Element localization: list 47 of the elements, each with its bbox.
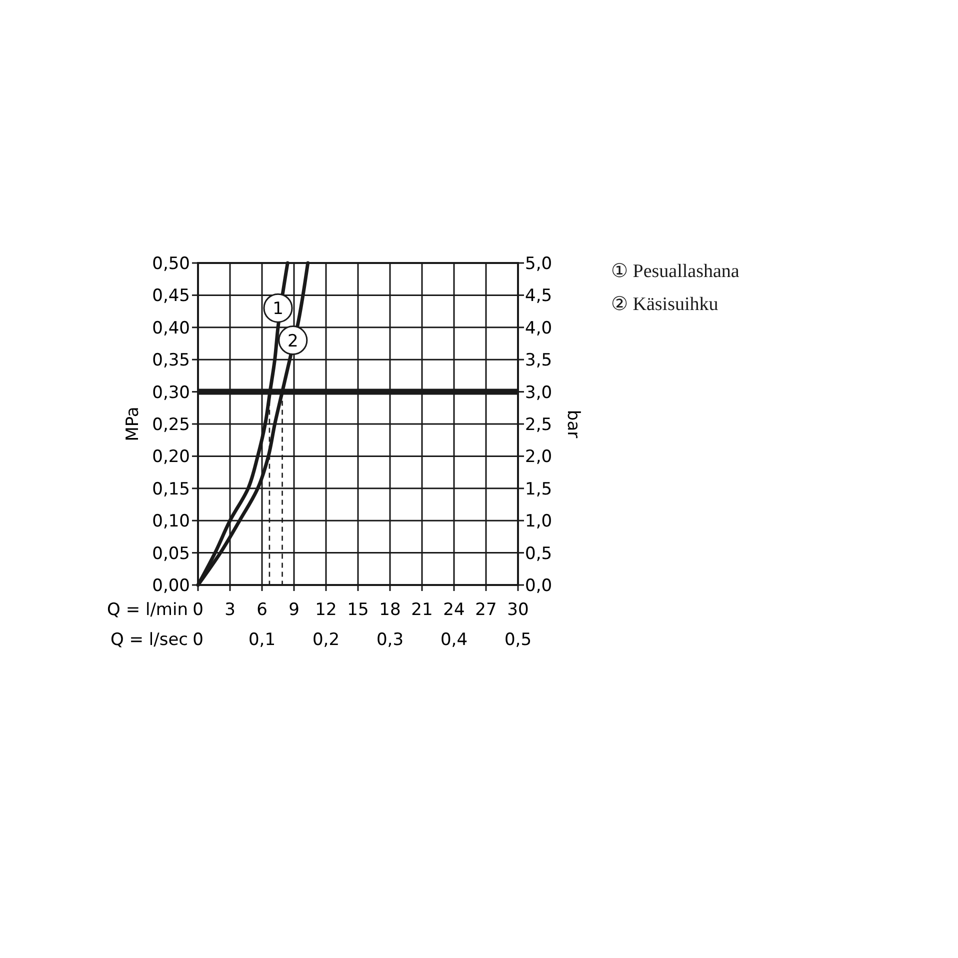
y2-tick-label: 0,0 [525, 576, 552, 596]
x-tick-label: 3 [224, 600, 236, 620]
y-tick-label: 0,40 [152, 318, 190, 338]
y-tick-label: 0,35 [152, 350, 190, 371]
x2-tick-label: 0,5 [504, 630, 532, 650]
y-tick-label: 0,25 [152, 415, 190, 435]
y2-tick-label: 3,5 [525, 350, 552, 371]
y2-tick-label: 2,0 [525, 447, 552, 468]
y-tick-label: 0,00 [152, 576, 190, 596]
y-tick-label: 0,05 [152, 544, 190, 564]
y-tick-label: 0,50 [152, 254, 190, 274]
y-axis-title: MPa [123, 406, 143, 442]
x-tick-label: 15 [347, 600, 369, 620]
y2-tick-label: 1,5 [525, 479, 552, 500]
y-tick-label: 0,30 [152, 382, 190, 403]
y2-axis-title: bar [563, 410, 583, 438]
y-tick-label: 0,45 [152, 286, 190, 306]
annotation: 1 [272, 299, 284, 320]
x-tick-label: 24 [443, 600, 465, 620]
y2-tick-label: 4,0 [525, 318, 552, 338]
y-tick-label: 0,15 [152, 479, 190, 500]
y2-tick-label: 2,5 [525, 415, 552, 435]
y2-tick-label: 5,0 [525, 254, 552, 274]
x-tick-label: 30 [507, 600, 529, 620]
x-tick-label: 21 [411, 600, 433, 620]
x-tick-label: 9 [288, 600, 300, 620]
y2-tick-label: 4,5 [525, 286, 552, 306]
x-tick-label: 18 [379, 600, 401, 620]
x-tick-label: 12 [315, 600, 337, 620]
text: ① Pesuallashana [611, 261, 740, 282]
x2-tick-label: 0,3 [376, 630, 404, 650]
x2-tick-label: 0,2 [312, 630, 340, 650]
x-tick-label: 6 [256, 600, 268, 620]
y-tick-label: 0,10 [152, 512, 190, 532]
text: ② Käsisuihku [611, 294, 719, 315]
annotation: 2 [288, 331, 298, 352]
x-tick-label: 0 [192, 600, 204, 620]
y-tick-label: 0,20 [152, 447, 190, 468]
x2-tick-label: 0,4 [440, 630, 468, 650]
x2-tick-label: 0,1 [248, 630, 276, 650]
y2-tick-label: 1,0 [525, 512, 552, 532]
x-tick-label: 27 [475, 600, 497, 620]
x-axis-title: Q = l/min [107, 600, 188, 620]
x2-tick-label: 0 [192, 630, 204, 650]
x2-axis-title: Q = l/sec [110, 630, 188, 650]
y2-tick-label: 3,0 [525, 382, 552, 403]
y2-tick-label: 0,5 [525, 544, 552, 564]
